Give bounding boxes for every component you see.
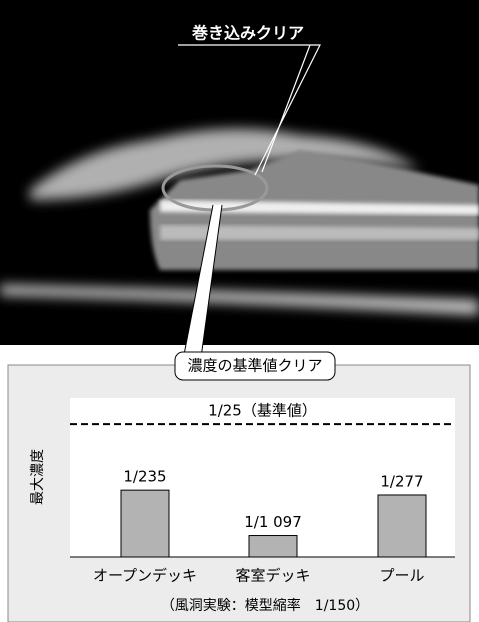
bar <box>378 495 426 557</box>
note: （風洞実験：模型縮率 1/150） <box>161 597 369 614</box>
reference-label: 1/25（基準値） <box>208 402 317 420</box>
value-label: 1/1 097 <box>244 513 302 531</box>
callout-text: 濃度の基準値クリア <box>187 357 322 375</box>
photo-caption: 巻き込みクリア <box>191 24 304 43</box>
bar <box>121 490 169 557</box>
page: 巻き込みクリア 濃度の基準値クリア 最大濃度 （風洞実験：模型縮率 1/150）… <box>0 0 479 622</box>
x-tick-label: オープンデッキ <box>93 567 197 585</box>
y-axis-label: 最大濃度 <box>30 449 46 505</box>
x-tick-label: プール <box>379 567 424 585</box>
value-label: 1/235 <box>123 468 166 486</box>
bar <box>249 536 297 557</box>
x-tick-label: 客室デッキ <box>235 567 310 585</box>
value-label: 1/277 <box>380 472 423 490</box>
photo <box>0 0 479 365</box>
